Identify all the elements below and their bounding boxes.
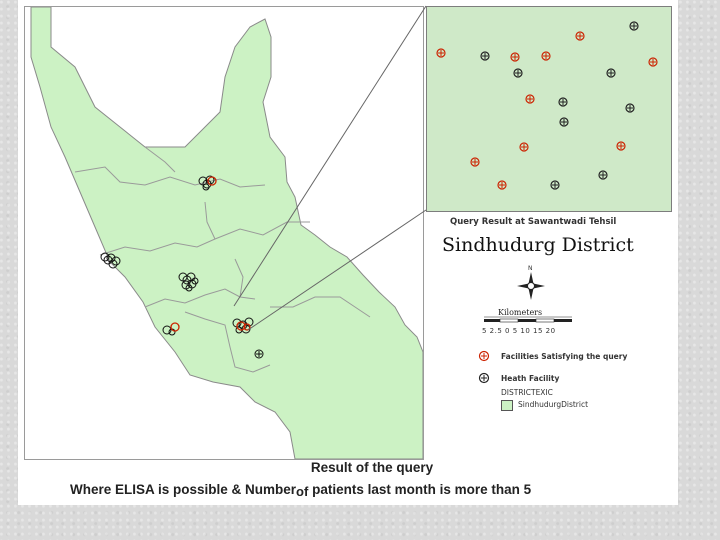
red-cross-circle-icon xyxy=(478,350,490,362)
satisfying-facility-icon xyxy=(648,57,658,67)
caption-part1: Where ELISA is possible & Number xyxy=(70,482,297,497)
facility-icon xyxy=(559,117,569,127)
facility-cluster xyxy=(100,252,121,269)
scale-ticks: 5 2.5 0 5 10 15 20 xyxy=(482,327,556,335)
north-label: N xyxy=(528,265,533,272)
satisfying-facility-icon xyxy=(510,52,520,62)
facility-cluster xyxy=(178,272,199,292)
facility-icon xyxy=(625,103,635,113)
facility-icon xyxy=(598,170,608,180)
district-map xyxy=(24,6,424,460)
inset-query-map xyxy=(426,6,672,212)
satisfying-facility-icon xyxy=(616,141,626,151)
satisfying-facility-icon xyxy=(436,48,446,58)
facility-icon xyxy=(550,180,560,190)
north-arrow-icon: N xyxy=(513,264,553,308)
legend-label-facility: Heath Facility xyxy=(501,374,560,383)
facility-icon xyxy=(513,68,523,78)
black-cross-circle-icon xyxy=(478,372,490,384)
satisfying-facility-icon xyxy=(497,180,507,190)
tehsil-border xyxy=(204,201,216,240)
facility-icon xyxy=(606,68,616,78)
facility-icon xyxy=(480,51,490,61)
satisfying-facility-icon xyxy=(207,176,217,186)
satisfying-facility-icon xyxy=(541,51,551,61)
legend-label-satisfying: Facilities Satisfying the query xyxy=(501,352,628,361)
legend: Facilities Satisfying the query Heath Fa… xyxy=(476,348,676,392)
district-landmass xyxy=(30,7,423,459)
legend-item-satisfying: Facilities Satisfying the query xyxy=(476,348,676,370)
legend-item-facility: Heath Facility xyxy=(476,370,676,392)
caption-title: Result of the query xyxy=(310,460,434,475)
satisfying-facility-icon xyxy=(575,31,585,41)
satisfying-facility-icon xyxy=(170,322,180,332)
district-swatch xyxy=(501,400,513,411)
tehsil-border xyxy=(184,311,271,373)
tehsil-border xyxy=(74,166,266,188)
inset-title: Query Result at Sawantwadi Tehsil xyxy=(450,217,617,227)
facility-icon xyxy=(558,97,568,107)
satisfying-facility-icon xyxy=(470,157,480,167)
facility-icon xyxy=(254,349,264,359)
scale-unit-label: Kilometers xyxy=(498,308,543,317)
caption-of: of xyxy=(296,484,309,499)
legend-district-label: SindhudurgDistrict xyxy=(518,400,589,409)
legend-districts-header: DISTRICTEXIC xyxy=(501,388,553,397)
satisfying-facility-icon xyxy=(525,94,535,104)
district-title: Sindhudurg District xyxy=(442,234,634,256)
caption-part2: patients last month is more than 5 xyxy=(308,482,532,497)
slide: Query Result at Sawantwadi Tehsil Sindhu… xyxy=(18,0,678,505)
facility-icon xyxy=(629,21,639,31)
facility-cluster xyxy=(198,175,215,191)
caption-subtitle: Where ELISA is possible & Numberof patie… xyxy=(70,482,532,499)
tehsil-border xyxy=(144,146,176,173)
scale-bar: Kilometers 5 2.5 0 5 10 15 20 xyxy=(480,308,592,340)
satisfying-facility-icon xyxy=(519,142,529,152)
